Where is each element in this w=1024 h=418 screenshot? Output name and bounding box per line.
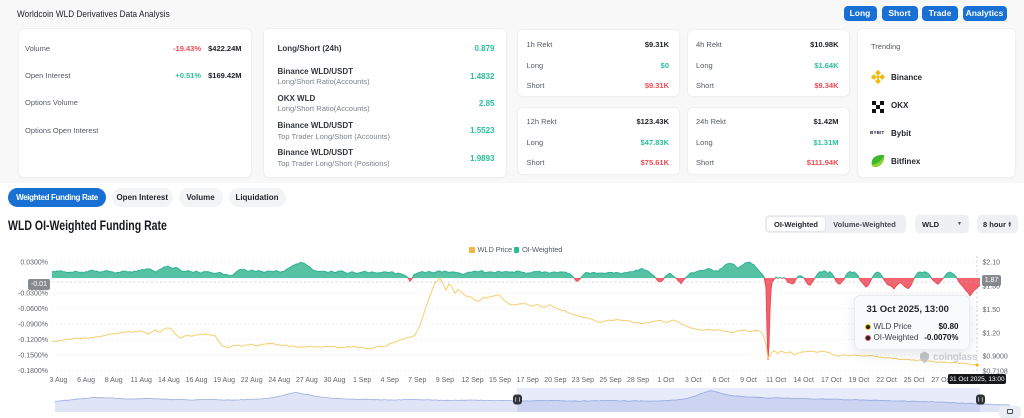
svg-text:19 Oct: 19 Oct <box>849 377 870 384</box>
svg-text:$1.80: $1.80 <box>983 284 1001 291</box>
svg-text:17 Sep: 17 Sep <box>517 377 539 384</box>
svg-text:17 Oct: 17 Oct <box>821 377 842 384</box>
svg-text:6 Aug: 6 Aug <box>77 377 95 384</box>
svg-text:7 Sep: 7 Sep <box>408 377 426 384</box>
svg-text:24 Aug: 24 Aug <box>268 377 290 384</box>
svg-text:0.0300%: 0.0300% <box>20 260 48 267</box>
svg-text:25 Sep: 25 Sep <box>599 377 621 384</box>
svg-text:-0.0900%: -0.0900% <box>18 322 48 329</box>
svg-text:3 Oct: 3 Oct <box>685 377 702 384</box>
svg-text:$0.7108: $0.7108 <box>983 369 1008 376</box>
svg-text:16 Aug: 16 Aug <box>186 377 208 384</box>
svg-text:1 Oct: 1 Oct <box>657 377 674 384</box>
svg-text:-0.0600%: -0.0600% <box>18 306 48 313</box>
svg-text:22 Oct: 22 Oct <box>876 377 897 384</box>
svg-text:27 Aug: 27 Aug <box>296 377 318 384</box>
svg-text:14 Oct: 14 Oct <box>793 377 814 384</box>
svg-text:$0.9000: $0.9000 <box>983 354 1008 361</box>
svg-text:9 Sep: 9 Sep <box>436 377 454 384</box>
svg-text:3 Aug: 3 Aug <box>50 377 68 384</box>
svg-text:15 Sep: 15 Sep <box>489 377 511 384</box>
svg-text:20 Sep: 20 Sep <box>544 377 566 384</box>
svg-text:19 Aug: 19 Aug <box>213 377 235 384</box>
svg-text:-0.1200%: -0.1200% <box>18 337 48 344</box>
svg-text:27 Oct: 27 Oct <box>931 377 952 384</box>
svg-text:4 Sep: 4 Sep <box>381 377 399 384</box>
svg-text:23 Sep: 23 Sep <box>572 377 594 384</box>
svg-text:11 Oct: 11 Oct <box>766 377 786 384</box>
svg-text:$1.20: $1.20 <box>983 330 1001 337</box>
svg-text:8 Aug: 8 Aug <box>105 377 123 384</box>
svg-text:30 Aug: 30 Aug <box>324 377 346 384</box>
svg-text:9 Oct: 9 Oct <box>740 377 757 384</box>
svg-text:22 Aug: 22 Aug <box>241 377 263 384</box>
svg-text:25 Oct: 25 Oct <box>904 377 925 384</box>
svg-text:14 Aug: 14 Aug <box>158 377 180 384</box>
svg-text:-0.0300%: -0.0300% <box>18 291 48 298</box>
svg-text:12 Sep: 12 Sep <box>461 377 483 384</box>
svg-text:-0.1500%: -0.1500% <box>18 353 48 360</box>
svg-text:$1.50: $1.50 <box>983 307 1001 314</box>
svg-text:6 Oct: 6 Oct <box>713 377 730 384</box>
svg-text:28 Sep: 28 Sep <box>627 377 649 384</box>
svg-text:-0.1800%: -0.1800% <box>18 368 48 375</box>
svg-text:1 Sep: 1 Sep <box>353 377 371 384</box>
svg-text:11 Aug: 11 Aug <box>131 377 152 384</box>
svg-text:$2.10: $2.10 <box>983 260 1001 267</box>
